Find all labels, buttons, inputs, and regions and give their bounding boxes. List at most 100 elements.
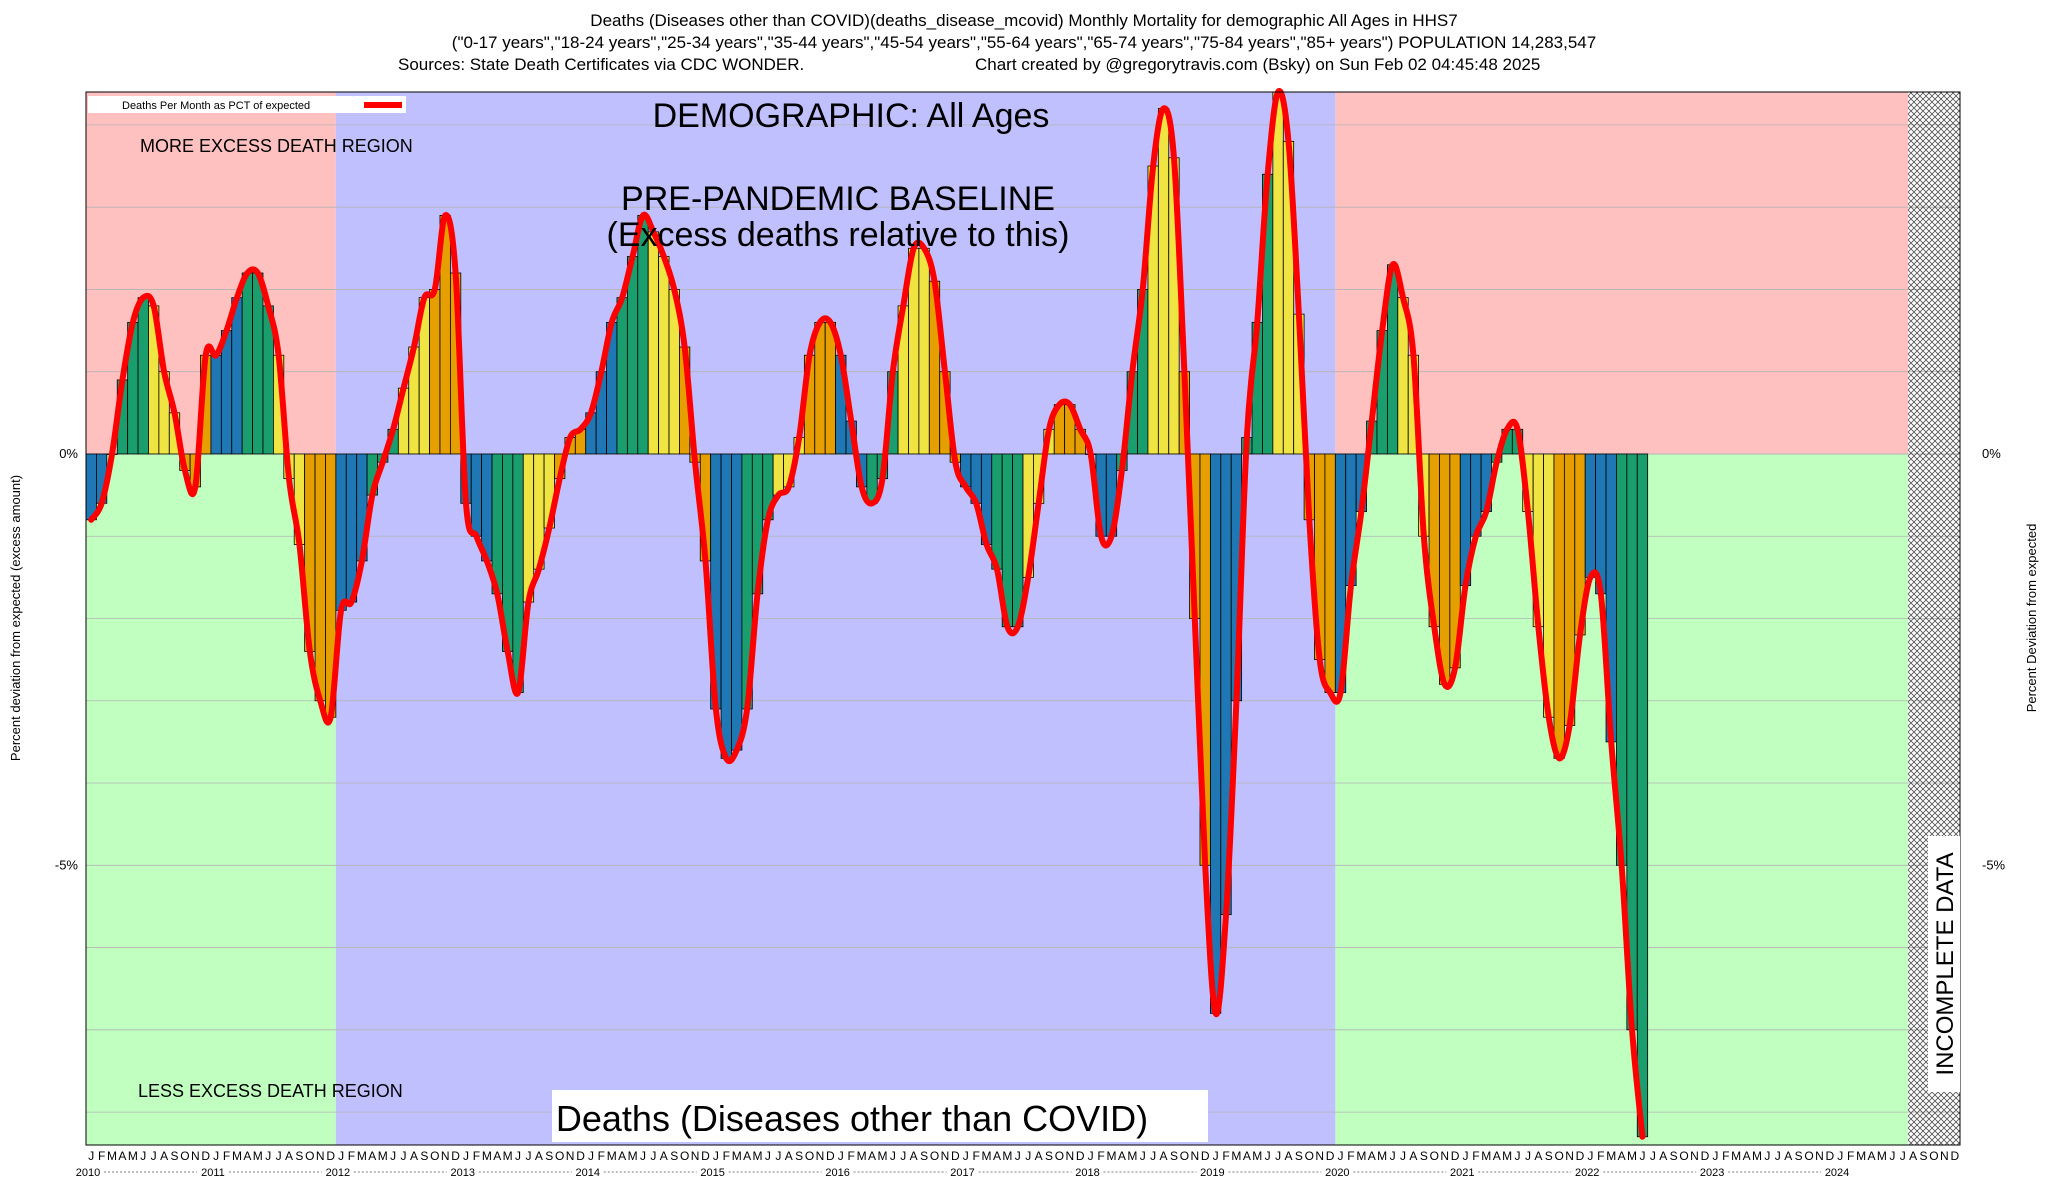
bar [1584, 453, 1597, 578]
x-month-label: M [1356, 1149, 1366, 1163]
bar [314, 453, 326, 702]
x-month-label: S [1545, 1149, 1553, 1163]
x-month-label: O [430, 1149, 439, 1163]
x-month-label: J [775, 1149, 781, 1163]
chart-source: Sources: State Death Certificates via CD… [398, 55, 804, 74]
x-month-label: J [1837, 1149, 1843, 1163]
less-excess-region-label: LESS EXCESS DEATH REGION [138, 1081, 403, 1101]
x-month-label: O [1679, 1149, 1688, 1163]
x-month-label: O [1929, 1149, 1938, 1163]
x-month-label: N [1315, 1149, 1324, 1163]
x-month-label: A [1160, 1149, 1168, 1163]
x-month-label: F [598, 1149, 605, 1163]
x-month-label: J [276, 1149, 282, 1163]
x-month-label: A [1284, 1149, 1292, 1163]
x-month-label: D [701, 1149, 710, 1163]
x-month-label: J [1712, 1149, 1718, 1163]
x-month-label: D [201, 1149, 210, 1163]
x-month-label: S [1920, 1149, 1928, 1163]
x-month-label: F [723, 1149, 730, 1163]
x-month-label: J [1650, 1149, 1656, 1163]
x-month-label: N [566, 1149, 575, 1163]
x-month-label: J [463, 1149, 469, 1163]
x-month-label: D [576, 1149, 585, 1163]
x-month-label: A [160, 1149, 168, 1163]
x-month-label: J [650, 1149, 656, 1163]
y-tick-label-right: 0% [1982, 446, 2001, 461]
bar [1324, 453, 1336, 693]
bar [1439, 453, 1451, 685]
x-month-label: O [180, 1149, 189, 1163]
x-month-label: M [232, 1149, 242, 1163]
x-month-label: O [805, 1149, 814, 1163]
x-year-label: 2013 [451, 1167, 475, 1179]
x-month-label: A [1659, 1149, 1667, 1163]
x-month-label: M [1252, 1149, 1262, 1163]
x-month-label: M [1481, 1149, 1491, 1163]
x-month-label: M [877, 1149, 887, 1163]
x-month-label: J [900, 1149, 906, 1163]
x-month-label: O [305, 1149, 314, 1163]
x-month-label: A [1368, 1149, 1376, 1163]
x-year-label: 2017 [950, 1167, 974, 1179]
x-month-label: F [972, 1149, 979, 1163]
chart-subtitle: ("0-17 years","18-24 years","25-34 years… [452, 33, 1596, 52]
bar [231, 297, 243, 455]
excess-region-1 [1335, 92, 1908, 454]
bar [991, 453, 1003, 570]
x-month-label: J [1639, 1149, 1645, 1163]
x-month-label: J [1265, 1149, 1271, 1163]
baseline-label: PRE-PANDEMIC BASELINE [621, 180, 1055, 218]
y-tick-label-left: 0% [59, 446, 78, 461]
x-month-label: A [118, 1149, 126, 1163]
x-month-label: J [890, 1149, 896, 1163]
x-year-label: 2011 [201, 1167, 225, 1179]
x-month-label: J [88, 1149, 94, 1163]
x-month-label: D [451, 1149, 460, 1163]
x-month-label: A [1909, 1149, 1917, 1163]
x-month-label: S [170, 1149, 178, 1163]
x-month-label: J [1587, 1149, 1593, 1163]
x-month-label: J [1015, 1149, 1021, 1163]
x-month-label: S [920, 1149, 928, 1163]
x-month-label: F [1347, 1149, 1354, 1163]
bar [658, 256, 670, 455]
legend-box [88, 96, 406, 113]
incomplete-data-label: INCOMPLETE DATA [1932, 852, 1959, 1075]
bar [252, 272, 264, 455]
x-month-label: A [1035, 1149, 1043, 1163]
bar [241, 272, 253, 455]
x-month-label: J [1515, 1149, 1521, 1163]
legend-entry: Deaths Per Month as PCT of expected [122, 100, 310, 112]
bar [1157, 108, 1170, 455]
x-month-label: M [357, 1149, 367, 1163]
bar [720, 453, 732, 759]
x-month-label: O [680, 1149, 689, 1163]
x-month-label: M [1127, 1149, 1137, 1163]
x-month-label: S [420, 1149, 428, 1163]
chart-title: Deaths (Diseases other than COVID)(death… [590, 11, 1457, 30]
x-month-label: F [1722, 1149, 1729, 1163]
x-month-label: M [1606, 1149, 1616, 1163]
bar [616, 297, 628, 455]
x-month-label: M [1752, 1149, 1762, 1163]
x-month-label: J [588, 1149, 594, 1163]
x-month-label: N [1190, 1149, 1199, 1163]
x-month-label: M [503, 1149, 513, 1163]
chart-credit: Chart created by @gregorytravis.com (Bsk… [975, 55, 1540, 74]
x-month-label: J [390, 1149, 396, 1163]
x-month-label: S [795, 1149, 803, 1163]
bar [429, 289, 441, 455]
x-month-label: J [151, 1149, 157, 1163]
x-month-label: D [1576, 1149, 1585, 1163]
x-month-label: J [1140, 1149, 1146, 1163]
more-excess-region-label: MORE EXCESS DEATH REGION [140, 136, 413, 156]
x-month-label: O [930, 1149, 939, 1163]
x-month-label: F [98, 1149, 105, 1163]
x-year-label: 2022 [1575, 1167, 1599, 1179]
x-month-label: A [535, 1149, 543, 1163]
x-month-label: N [1690, 1149, 1699, 1163]
x-month-label: S [1670, 1149, 1678, 1163]
incomplete-data-label-group: INCOMPLETE DATA [1928, 836, 1960, 1092]
